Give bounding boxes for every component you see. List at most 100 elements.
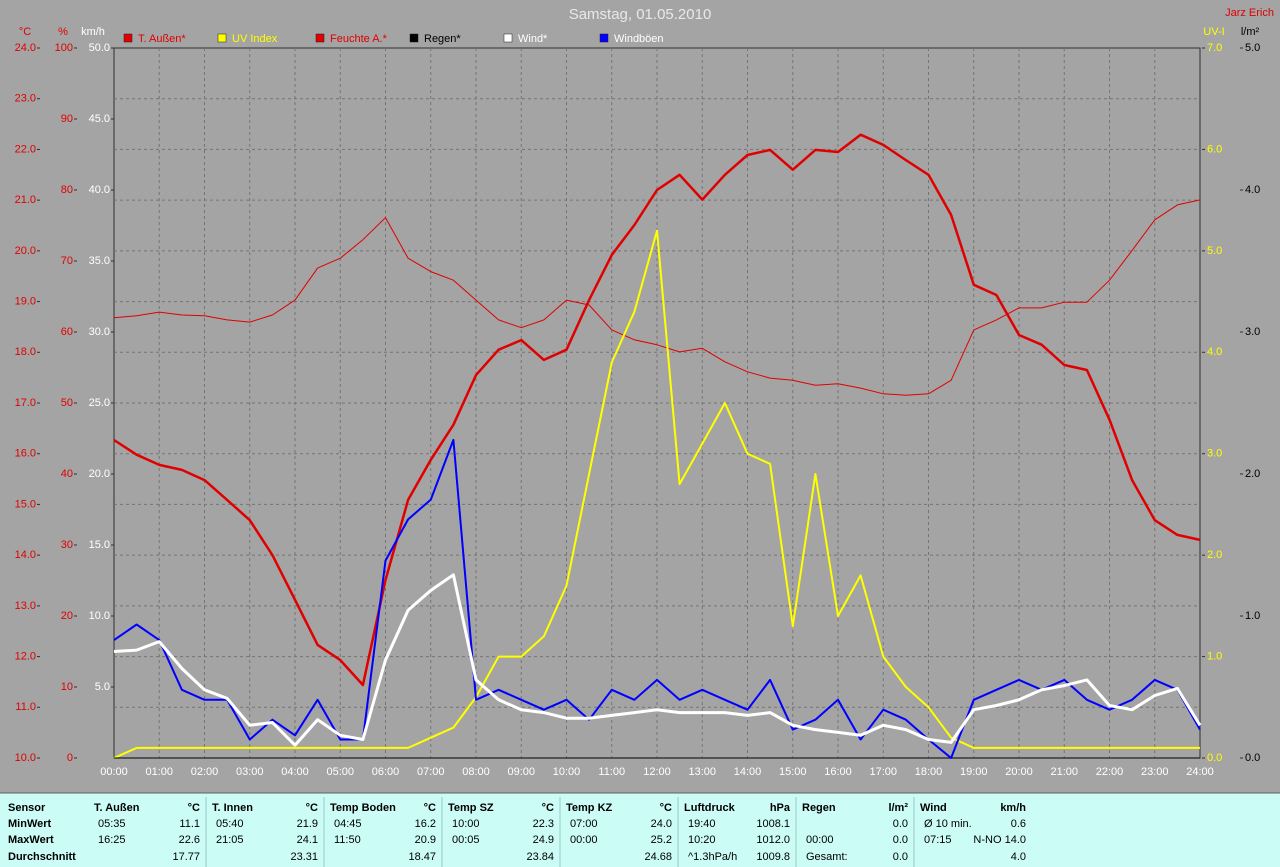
group-name: Regen [802, 802, 836, 814]
cell-value: 1012.0 [756, 834, 790, 846]
series-line [113, 229, 1200, 759]
y-tick-label: 6.0 [1207, 143, 1222, 155]
y-tick-label: 15.0 [89, 539, 110, 551]
cell-time: 10:00 [452, 818, 480, 830]
cell-value: 0.0 [893, 851, 908, 863]
series-line [113, 133, 1201, 687]
x-tick-label: 15:00 [779, 766, 807, 778]
series-line [113, 573, 1202, 747]
cell-value: 18.47 [408, 851, 436, 863]
cell-time: 21:05 [216, 834, 244, 846]
x-tick-label: 07:00 [417, 766, 445, 778]
y-tick-label: 0.0 [1207, 752, 1222, 764]
y-tick-label: 20.0 [89, 468, 110, 480]
cell-time: 07:15 [924, 834, 952, 846]
row-label: MaxWert [8, 834, 54, 846]
y-tick-label: 40.0 [89, 184, 110, 196]
x-tick-label: 17:00 [869, 766, 897, 778]
x-tick-label: 10:00 [553, 766, 581, 778]
cell-time: 05:35 [98, 818, 126, 830]
x-tick-label: 16:00 [824, 766, 852, 778]
y-tick-label: 90 [61, 113, 73, 125]
row-label: Sensor [8, 802, 46, 814]
x-tick-label: 04:00 [281, 766, 309, 778]
y-tick-label: 3.0 [1207, 448, 1222, 460]
legend-swatch [503, 33, 513, 43]
axis-label: °C [19, 26, 31, 38]
y-tick-label: 35.0 [89, 255, 110, 267]
legend-swatch [123, 33, 133, 43]
group-name: Wind [920, 802, 947, 814]
cell-value: 21.9 [297, 818, 318, 830]
chart-title: Samstag, 01.05.2010 [569, 6, 712, 23]
y-tick-label: 10 [61, 681, 73, 693]
cell-value: 0.0 [893, 818, 908, 830]
cell-time: ^1.3hPa/h [688, 851, 737, 863]
y-tick-label: 5.0 [95, 681, 110, 693]
y-tick-label: 50.0 [89, 42, 110, 54]
x-tick-label: 24:00 [1186, 766, 1214, 778]
row-label: Durchschnitt [8, 851, 76, 863]
group-unit: °C [542, 802, 554, 814]
cell-time: 00:00 [806, 834, 834, 846]
cell-value: 0.6 [1011, 818, 1026, 830]
legend-swatch [599, 33, 609, 43]
cell-time: 05:40 [216, 818, 244, 830]
cell-value: 1008.1 [756, 818, 790, 830]
cell-value: N-NO 14.0 [973, 834, 1026, 846]
y-tick-label: 30.0 [89, 326, 110, 338]
cell-value: 24.9 [533, 834, 554, 846]
y-tick-label: 21.0 [15, 194, 36, 206]
cell-time: 07:00 [570, 818, 598, 830]
axis-label: % [58, 26, 68, 38]
cell-time: 10:20 [688, 834, 716, 846]
legend-label: Feuchte A.* [330, 33, 388, 45]
y-tick-label: 10.0 [89, 610, 110, 622]
legend-label: Windböen [614, 33, 664, 45]
x-tick-label: 21:00 [1050, 766, 1078, 778]
x-tick-label: 23:00 [1141, 766, 1169, 778]
x-tick-label: 08:00 [462, 766, 490, 778]
x-tick-label: 22:00 [1096, 766, 1124, 778]
group-unit: km/h [1000, 802, 1026, 814]
cell-time: Ø 10 min. [924, 818, 972, 830]
cell-value: 16.2 [415, 818, 436, 830]
cell-value: 24.1 [297, 834, 318, 846]
y-tick-label: 0 [67, 752, 73, 764]
legend-swatch [217, 33, 227, 43]
cell-value: 4.0 [1011, 851, 1026, 863]
group-unit: °C [306, 802, 318, 814]
group-name: T. Außen [94, 802, 140, 814]
axis-label: km/h [81, 26, 105, 38]
x-tick-label: 03:00 [236, 766, 264, 778]
y-tick-label: 1.0 [1207, 650, 1222, 662]
legend-label: T. Außen* [138, 33, 186, 45]
group-unit: l/m² [888, 802, 908, 814]
cell-time: 00:05 [452, 834, 480, 846]
axis-label: l/m² [1241, 26, 1260, 38]
y-tick-label: 23.0 [15, 93, 36, 105]
cell-time: 04:45 [334, 818, 362, 830]
cell-value: 20.9 [415, 834, 436, 846]
legend-label: Wind* [518, 33, 548, 45]
y-tick-label: 30 [61, 539, 73, 551]
cell-value: 11.1 [179, 818, 200, 830]
group-name: Temp Boden [330, 802, 396, 814]
y-tick-label: 80 [61, 184, 73, 196]
group-unit: °C [188, 802, 200, 814]
y-tick-label: 4.0 [1245, 184, 1260, 196]
group-name: Temp SZ [448, 802, 494, 814]
axis-label: UV-I [1203, 26, 1224, 38]
cell-time: 19:40 [688, 818, 716, 830]
x-tick-label: 02:00 [191, 766, 219, 778]
stats-panel [0, 793, 1280, 867]
y-tick-label: 20.0 [15, 245, 36, 257]
y-tick-label: 15.0 [15, 498, 36, 510]
x-tick-label: 14:00 [734, 766, 762, 778]
cell-value: 22.3 [533, 818, 554, 830]
x-tick-label: 19:00 [960, 766, 988, 778]
y-tick-label: 3.0 [1245, 326, 1260, 338]
y-tick-label: 10.0 [15, 752, 36, 764]
cell-time: 00:00 [570, 834, 598, 846]
y-tick-label: 22.0 [15, 143, 36, 155]
